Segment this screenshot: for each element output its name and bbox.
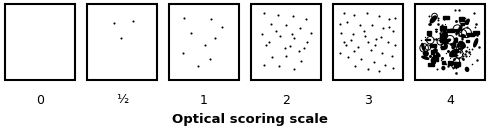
Bar [430,50,434,54]
Text: 1: 1 [200,94,208,107]
Bar [448,61,452,65]
Bar [333,4,403,80]
Bar [428,63,434,66]
Bar [454,38,457,42]
Ellipse shape [450,50,455,54]
Text: 0: 0 [36,94,44,107]
Bar [444,44,446,47]
Ellipse shape [442,31,448,39]
Bar [450,54,456,56]
Ellipse shape [474,39,478,47]
Ellipse shape [443,39,450,43]
Ellipse shape [466,67,468,71]
Ellipse shape [452,43,456,49]
Text: Optical scoring scale: Optical scoring scale [172,113,328,127]
Bar [443,16,449,19]
Ellipse shape [466,19,469,24]
Text: 2: 2 [282,94,290,107]
Bar [440,26,446,30]
Bar [87,4,157,80]
Ellipse shape [432,58,436,64]
Bar [473,31,480,34]
Ellipse shape [444,39,446,44]
Ellipse shape [462,35,465,37]
Ellipse shape [458,43,462,47]
Ellipse shape [422,56,428,59]
Bar [169,4,239,80]
Bar [454,62,460,66]
Bar [454,49,458,52]
Bar [430,44,436,47]
Text: ½: ½ [116,94,128,107]
Ellipse shape [442,67,445,70]
Ellipse shape [450,29,455,32]
Ellipse shape [458,26,462,31]
Bar [415,4,485,80]
Bar [460,23,464,25]
Text: 4: 4 [446,94,454,107]
Bar [432,57,438,61]
Ellipse shape [434,49,437,52]
Bar [456,29,458,33]
Bar [440,38,443,42]
Bar [5,4,75,80]
Bar [466,33,473,36]
Bar [425,39,430,40]
Ellipse shape [436,52,440,56]
Ellipse shape [424,51,428,56]
Bar [441,46,444,49]
Ellipse shape [430,16,436,23]
Bar [460,17,464,21]
Bar [447,29,453,32]
Bar [452,62,456,64]
Bar [452,29,456,31]
Ellipse shape [459,41,465,48]
Ellipse shape [450,51,456,57]
Bar [434,55,436,59]
Bar [440,34,444,37]
Bar [251,4,321,80]
Text: 3: 3 [364,94,372,107]
Bar [442,61,446,64]
Bar [427,31,430,35]
Bar [466,40,469,42]
Ellipse shape [422,43,424,50]
Bar [454,63,458,67]
